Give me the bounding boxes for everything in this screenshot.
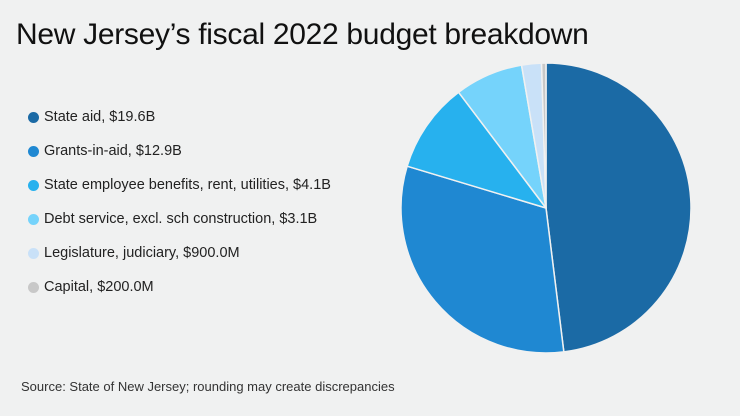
legend-label: Capital, $200.0M <box>44 279 154 295</box>
pie-slice-state-employee-benefits-rent-utilities <box>406 91 547 209</box>
legend: State aid, $19.6B Grants-in-aid, $12.9B … <box>28 100 331 304</box>
legend-item-employee-benefits: State employee benefits, rent, utilities… <box>28 168 331 202</box>
legend-item-grants-in-aid: Grants-in-aid, $12.9B <box>28 134 331 168</box>
legend-label: Legislature, judiciary, $900.0M <box>44 245 240 261</box>
legend-label: Grants-in-aid, $12.9B <box>44 143 182 159</box>
legend-swatch <box>28 281 39 293</box>
legend-label: State aid, $19.6B <box>44 109 156 125</box>
legend-swatch <box>28 111 39 123</box>
legend-label: State employee benefits, rent, utilities… <box>44 177 331 193</box>
legend-item-capital: Capital, $200.0M <box>28 270 331 304</box>
source-note: Source: State of New Jersey; rounding ma… <box>21 379 395 394</box>
legend-item-state-aid: State aid, $19.6B <box>28 100 331 134</box>
legend-swatch <box>28 179 39 191</box>
pie-slice-state-aid <box>545 62 692 353</box>
legend-item-debt-service: Debt service, excl. sch construction, $3… <box>28 202 331 236</box>
legend-swatch <box>28 145 39 157</box>
legend-item-legislature-judiciary: Legislature, judiciary, $900.0M <box>28 236 331 270</box>
legend-swatch <box>28 247 39 259</box>
pie-slice-grants-in-aid <box>400 165 565 354</box>
pie-slice-capital <box>540 62 547 209</box>
legend-swatch <box>28 213 39 225</box>
chart-title: New Jersey’s fiscal 2022 budget breakdow… <box>16 18 589 51</box>
legend-label: Debt service, excl. sch construction, $3… <box>44 211 318 227</box>
